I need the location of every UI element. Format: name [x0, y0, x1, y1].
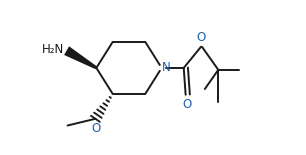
- Polygon shape: [64, 46, 97, 69]
- Text: O: O: [196, 31, 206, 44]
- Text: H₂N: H₂N: [42, 43, 64, 56]
- Text: N: N: [162, 61, 171, 74]
- Text: O: O: [92, 122, 101, 135]
- Text: O: O: [182, 98, 191, 111]
